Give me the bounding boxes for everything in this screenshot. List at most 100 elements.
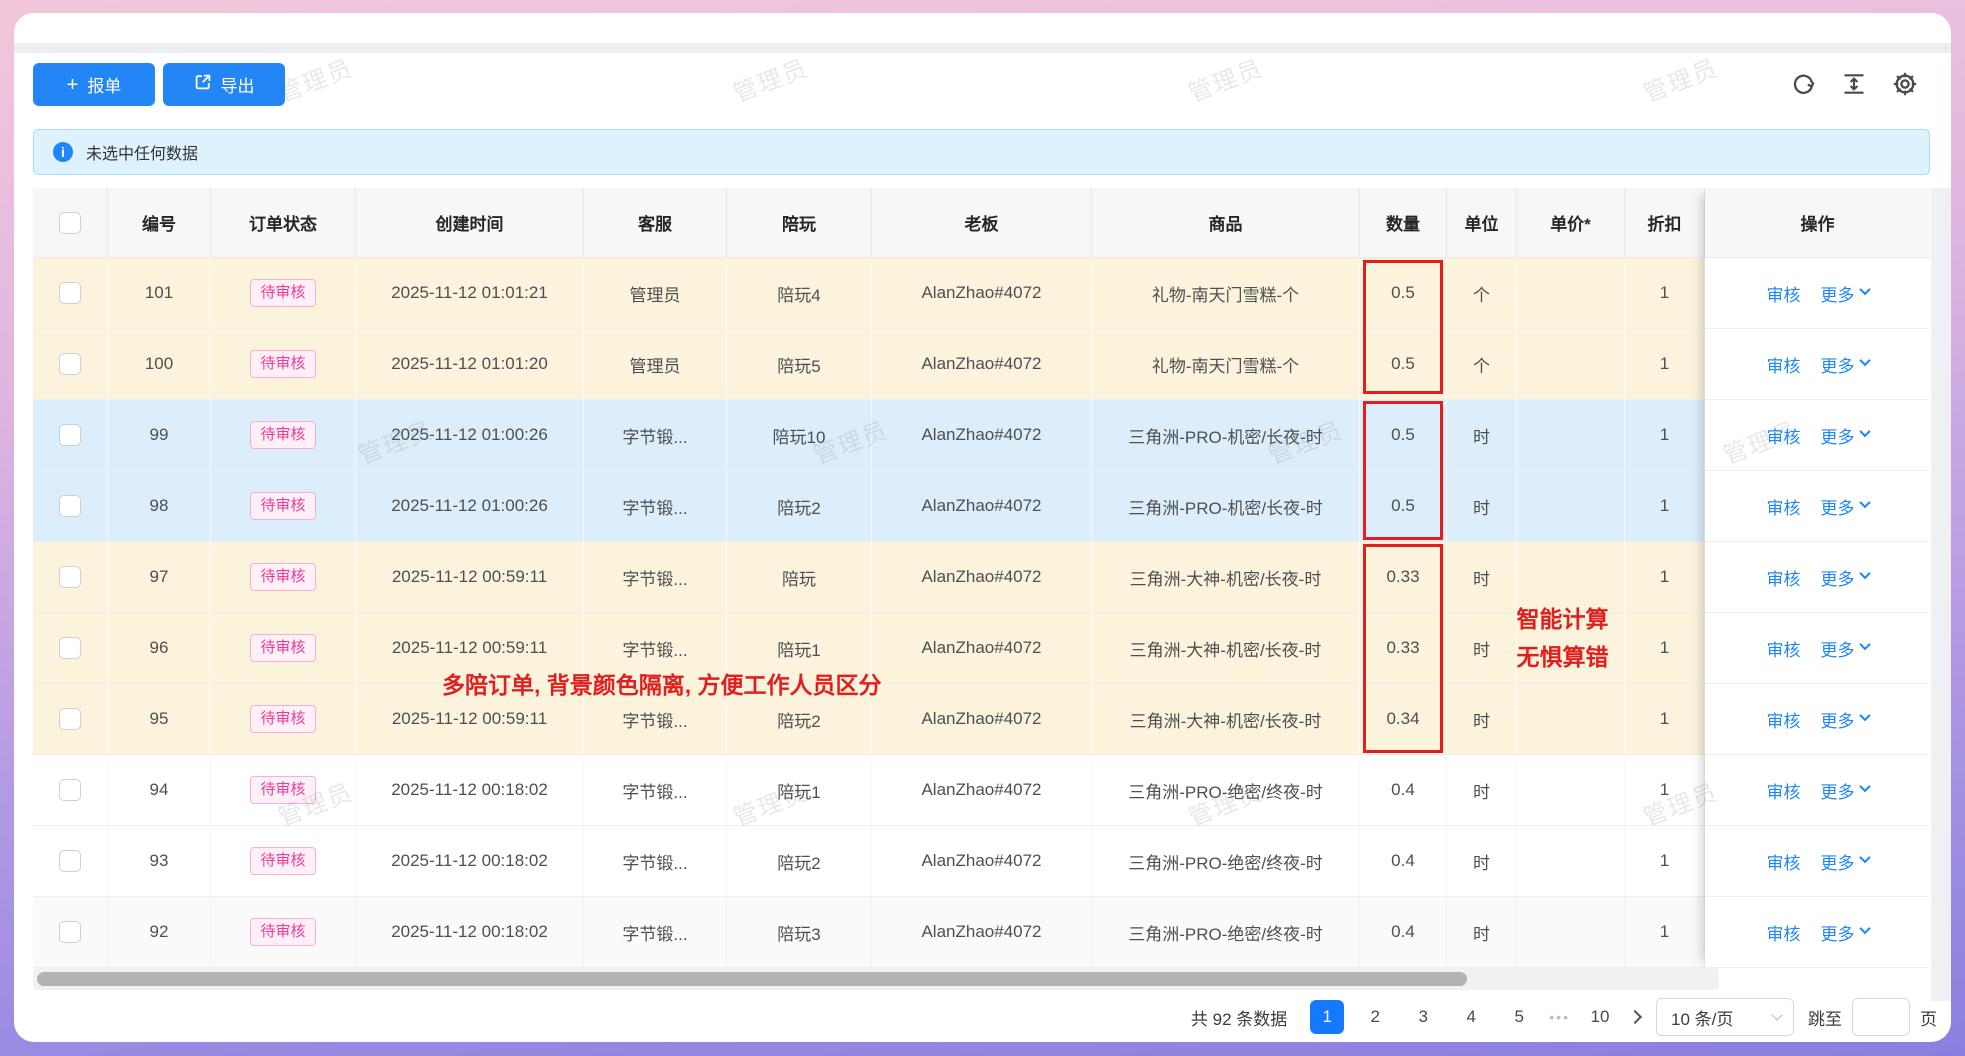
cell-companion: 陪玩2 — [727, 826, 872, 896]
jump-to-page-input[interactable] — [1852, 998, 1910, 1036]
pagination-page-2[interactable]: 2 — [1370, 1007, 1381, 1026]
more-dropdown-link[interactable]: 更多 — [1821, 920, 1871, 945]
review-link[interactable]: 审核 — [1766, 285, 1801, 305]
cell-discount: 1 — [1625, 897, 1705, 967]
cell-id: 97 — [108, 542, 211, 612]
cell-check — [33, 826, 108, 896]
cell-created: 2025-11-12 01:01:21 — [356, 258, 584, 328]
chevron-down-icon — [1858, 780, 1871, 793]
cell-unit: 时 — [1447, 755, 1517, 825]
cell-unit: 个 — [1447, 329, 1517, 399]
horizontal-scrollbar-thumb[interactable] — [37, 972, 1467, 986]
cell-status: 待审核 — [211, 826, 356, 896]
cell-check — [33, 684, 108, 754]
cell-created: 2025-11-12 01:01:20 — [356, 329, 584, 399]
cell-created: 2025-11-12 01:00:26 — [356, 400, 584, 470]
cell-product: 三角洲-PRO-机密/长夜-时 — [1092, 471, 1360, 541]
row-height-icon[interactable] — [1841, 71, 1867, 97]
status-badge: 待审核 — [250, 704, 316, 734]
cell-agent: 管理员 — [584, 258, 727, 328]
table-right-gutter — [1931, 188, 1951, 1001]
cell-product: 礼物-南天门雪糕-个 — [1092, 258, 1360, 328]
more-dropdown-link[interactable]: 更多 — [1821, 423, 1871, 448]
cell-created: 2025-11-12 00:59:11 — [356, 613, 584, 683]
more-dropdown-link[interactable]: 更多 — [1821, 636, 1871, 661]
cell-price — [1517, 684, 1625, 754]
review-link[interactable]: 审核 — [1766, 498, 1801, 518]
page-size-select[interactable]: 10 条/页 — [1656, 998, 1794, 1036]
review-link[interactable]: 审核 — [1766, 711, 1801, 731]
column-header-actions: 操作 — [1705, 188, 1930, 258]
more-dropdown-link[interactable]: 更多 — [1821, 849, 1871, 874]
cell-boss: AlanZhao#4072 — [872, 258, 1092, 328]
refresh-icon[interactable] — [1790, 71, 1817, 98]
pagination-ellipsis[interactable]: ••• — [1549, 1009, 1570, 1025]
pagination-page-1[interactable]: 1 — [1310, 1000, 1345, 1034]
cell-unit: 时 — [1447, 897, 1517, 967]
row-checkbox[interactable] — [59, 282, 81, 304]
export-button[interactable]: 导出 — [163, 63, 285, 106]
row-checkbox[interactable] — [59, 708, 81, 730]
row-checkbox[interactable] — [59, 566, 81, 588]
cell-boss: AlanZhao#4072 — [872, 400, 1092, 470]
cell-id: 95 — [108, 684, 211, 754]
more-dropdown-link[interactable]: 更多 — [1821, 352, 1871, 377]
status-badge: 待审核 — [250, 278, 316, 308]
row-checkbox[interactable] — [59, 921, 81, 943]
cell-product: 三角洲-PRO-机密/长夜-时 — [1092, 400, 1360, 470]
review-link[interactable]: 审核 — [1766, 924, 1801, 944]
row-checkbox[interactable] — [59, 850, 81, 872]
cell-boss: AlanZhao#4072 — [872, 613, 1092, 683]
review-link[interactable]: 审核 — [1766, 427, 1801, 447]
cell-agent: 字节锻... — [584, 897, 727, 967]
cell-created: 2025-11-12 01:00:26 — [356, 471, 584, 541]
select-all-checkbox[interactable] — [59, 211, 81, 234]
cell-unit: 时 — [1447, 613, 1517, 683]
row-actions-cell: 审核 更多 — [1705, 826, 1930, 897]
cell-companion: 陪玩4 — [727, 258, 872, 328]
cell-product: 三角洲-大神-机密/长夜-时 — [1092, 613, 1360, 683]
cell-unit: 时 — [1447, 400, 1517, 470]
review-link[interactable]: 审核 — [1766, 640, 1801, 660]
row-checkbox[interactable] — [59, 424, 81, 446]
cell-id: 99 — [108, 400, 211, 470]
cell-price — [1517, 897, 1625, 967]
cell-qty: 0.5 — [1360, 258, 1447, 328]
row-checkbox[interactable] — [59, 779, 81, 801]
more-dropdown-link[interactable]: 更多 — [1821, 707, 1871, 732]
chevron-down-icon — [1771, 1009, 1783, 1021]
pagination-page-3[interactable]: 3 — [1418, 1007, 1429, 1026]
cell-status: 待审核 — [211, 471, 356, 541]
more-dropdown-link[interactable]: 更多 — [1821, 565, 1871, 590]
cell-qty: 0.34 — [1360, 684, 1447, 754]
cell-status: 待审核 — [211, 684, 356, 754]
review-link[interactable]: 审核 — [1766, 782, 1801, 802]
pagination-page-4[interactable]: 4 — [1466, 1007, 1477, 1026]
review-link[interactable]: 审核 — [1766, 569, 1801, 589]
report-order-button[interactable]: + 报单 — [33, 63, 155, 106]
pagination-next-button[interactable] — [1627, 1007, 1643, 1027]
pagination-page-5[interactable]: 5 — [1514, 1007, 1525, 1026]
review-link[interactable]: 审核 — [1766, 356, 1801, 376]
status-badge: 待审核 — [250, 775, 316, 805]
cell-id: 100 — [108, 329, 211, 399]
settings-gear-icon[interactable] — [1891, 70, 1919, 98]
cell-unit: 时 — [1447, 826, 1517, 896]
row-checkbox[interactable] — [59, 495, 81, 517]
pagination-page-last[interactable]: 10 — [1590, 1007, 1610, 1026]
table-body: 101 待审核 2025-11-12 01:01:21 管理员 陪玩4 AlanZhao#… — [33, 258, 1930, 968]
row-checkbox[interactable] — [59, 637, 81, 659]
column-header-created: 创建时间 — [356, 188, 584, 257]
cell-product: 三角洲-大神-机密/长夜-时 — [1092, 684, 1360, 754]
chevron-down-icon — [1858, 709, 1871, 722]
horizontal-scrollbar-track[interactable] — [33, 968, 1719, 990]
more-dropdown-link[interactable]: 更多 — [1821, 778, 1871, 803]
cell-unit: 时 — [1447, 542, 1517, 612]
row-checkbox[interactable] — [59, 353, 81, 375]
more-dropdown-link[interactable]: 更多 — [1821, 281, 1871, 306]
cell-companion: 陪玩2 — [727, 684, 872, 754]
more-dropdown-link[interactable]: 更多 — [1821, 494, 1871, 519]
table-row: 98 待审核 2025-11-12 01:00:26 字节锻... 陪玩2 AlanZha… — [33, 471, 1930, 542]
review-link[interactable]: 审核 — [1766, 853, 1801, 873]
